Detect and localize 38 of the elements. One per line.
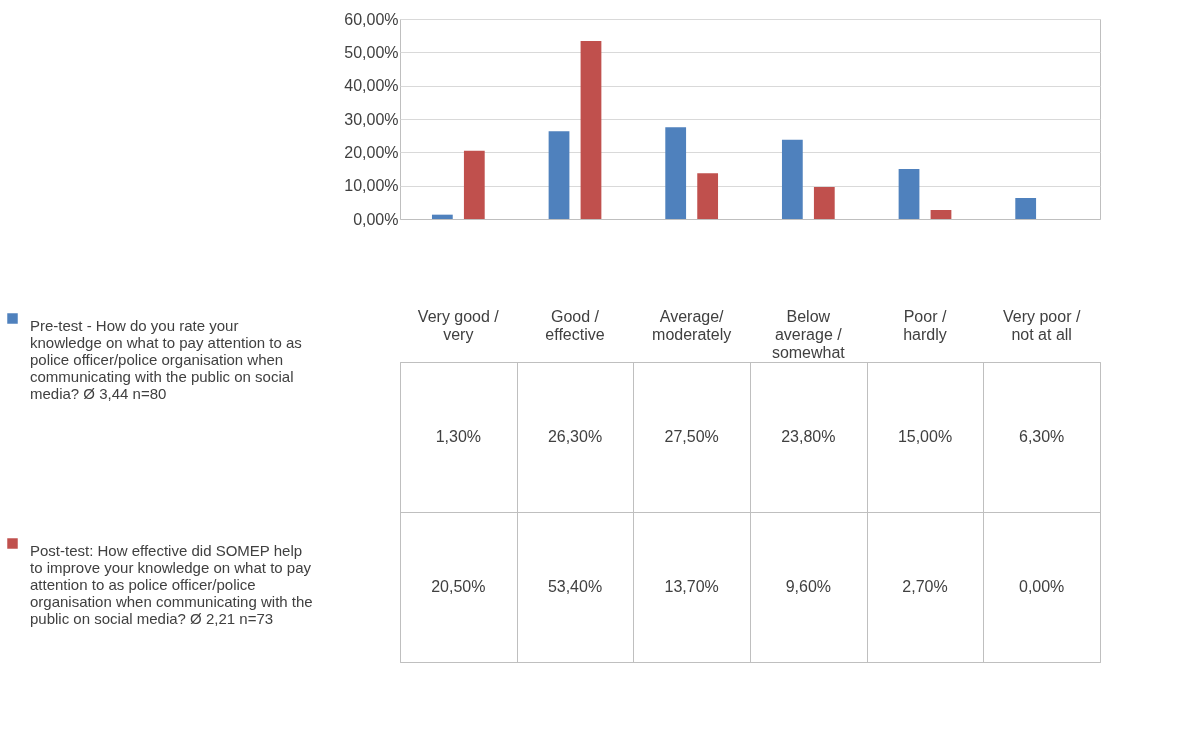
- x-tick-label: Good / effective: [545, 308, 605, 343]
- bar: [580, 41, 602, 219]
- data-label: 15,00%: [897, 428, 953, 445]
- data-label: 53,40%: [547, 578, 603, 595]
- data-label: 9,60%: [785, 578, 832, 595]
- y-tick-label: 30,00%: [344, 110, 399, 128]
- x-tick-label: Average/ moderately: [652, 308, 732, 343]
- legend-label: Post-test: How effective did SOMEP help to improve your knowledge on what to pay attention to as police officer/police organisation when communicating with the public on social media? Ø 2,21 n=73: [30, 541, 313, 627]
- bar: [930, 210, 952, 219]
- y-tick-label: 60,00%: [344, 10, 399, 28]
- x-tick-label: Very good / very: [417, 308, 500, 343]
- bar: [463, 150, 485, 219]
- bar: [665, 127, 687, 219]
- data-label: 6,30%: [1018, 428, 1065, 445]
- x-tick-label: Very poor / not at all: [1002, 308, 1081, 343]
- bar: [548, 131, 570, 219]
- bar: [431, 214, 453, 219]
- bar: [898, 169, 920, 219]
- data-label: 20,50%: [431, 578, 486, 595]
- data-label: 1,30%: [435, 428, 482, 445]
- bar: [697, 173, 719, 219]
- bar: [1015, 198, 1037, 219]
- bar: [781, 139, 803, 219]
- data-label: 27,50%: [664, 428, 719, 445]
- data-label: 0,00%: [1018, 578, 1065, 595]
- x-tick-label: Below average / somewhat: [771, 308, 846, 361]
- y-tick-label: 0,00%: [353, 210, 399, 228]
- data-label: 2,70%: [902, 578, 948, 595]
- data-label: 26,30%: [547, 428, 603, 445]
- data-label: 23,80%: [781, 428, 836, 445]
- bar: [813, 187, 835, 219]
- y-tick-label: 50,00%: [344, 43, 399, 61]
- y-tick-label: 10,00%: [344, 177, 399, 195]
- data-label: 13,70%: [664, 578, 719, 595]
- legend-label: Pre-test - How do you rate your knowledge on what to pay attention to as police officer/police organisation when communicating with the public on social media? Ø 3,44 n=80: [30, 316, 302, 402]
- y-tick-label: 20,00%: [344, 143, 399, 161]
- x-tick-label: Poor / hardly: [903, 308, 947, 343]
- y-tick-label: 40,00%: [344, 77, 399, 95]
